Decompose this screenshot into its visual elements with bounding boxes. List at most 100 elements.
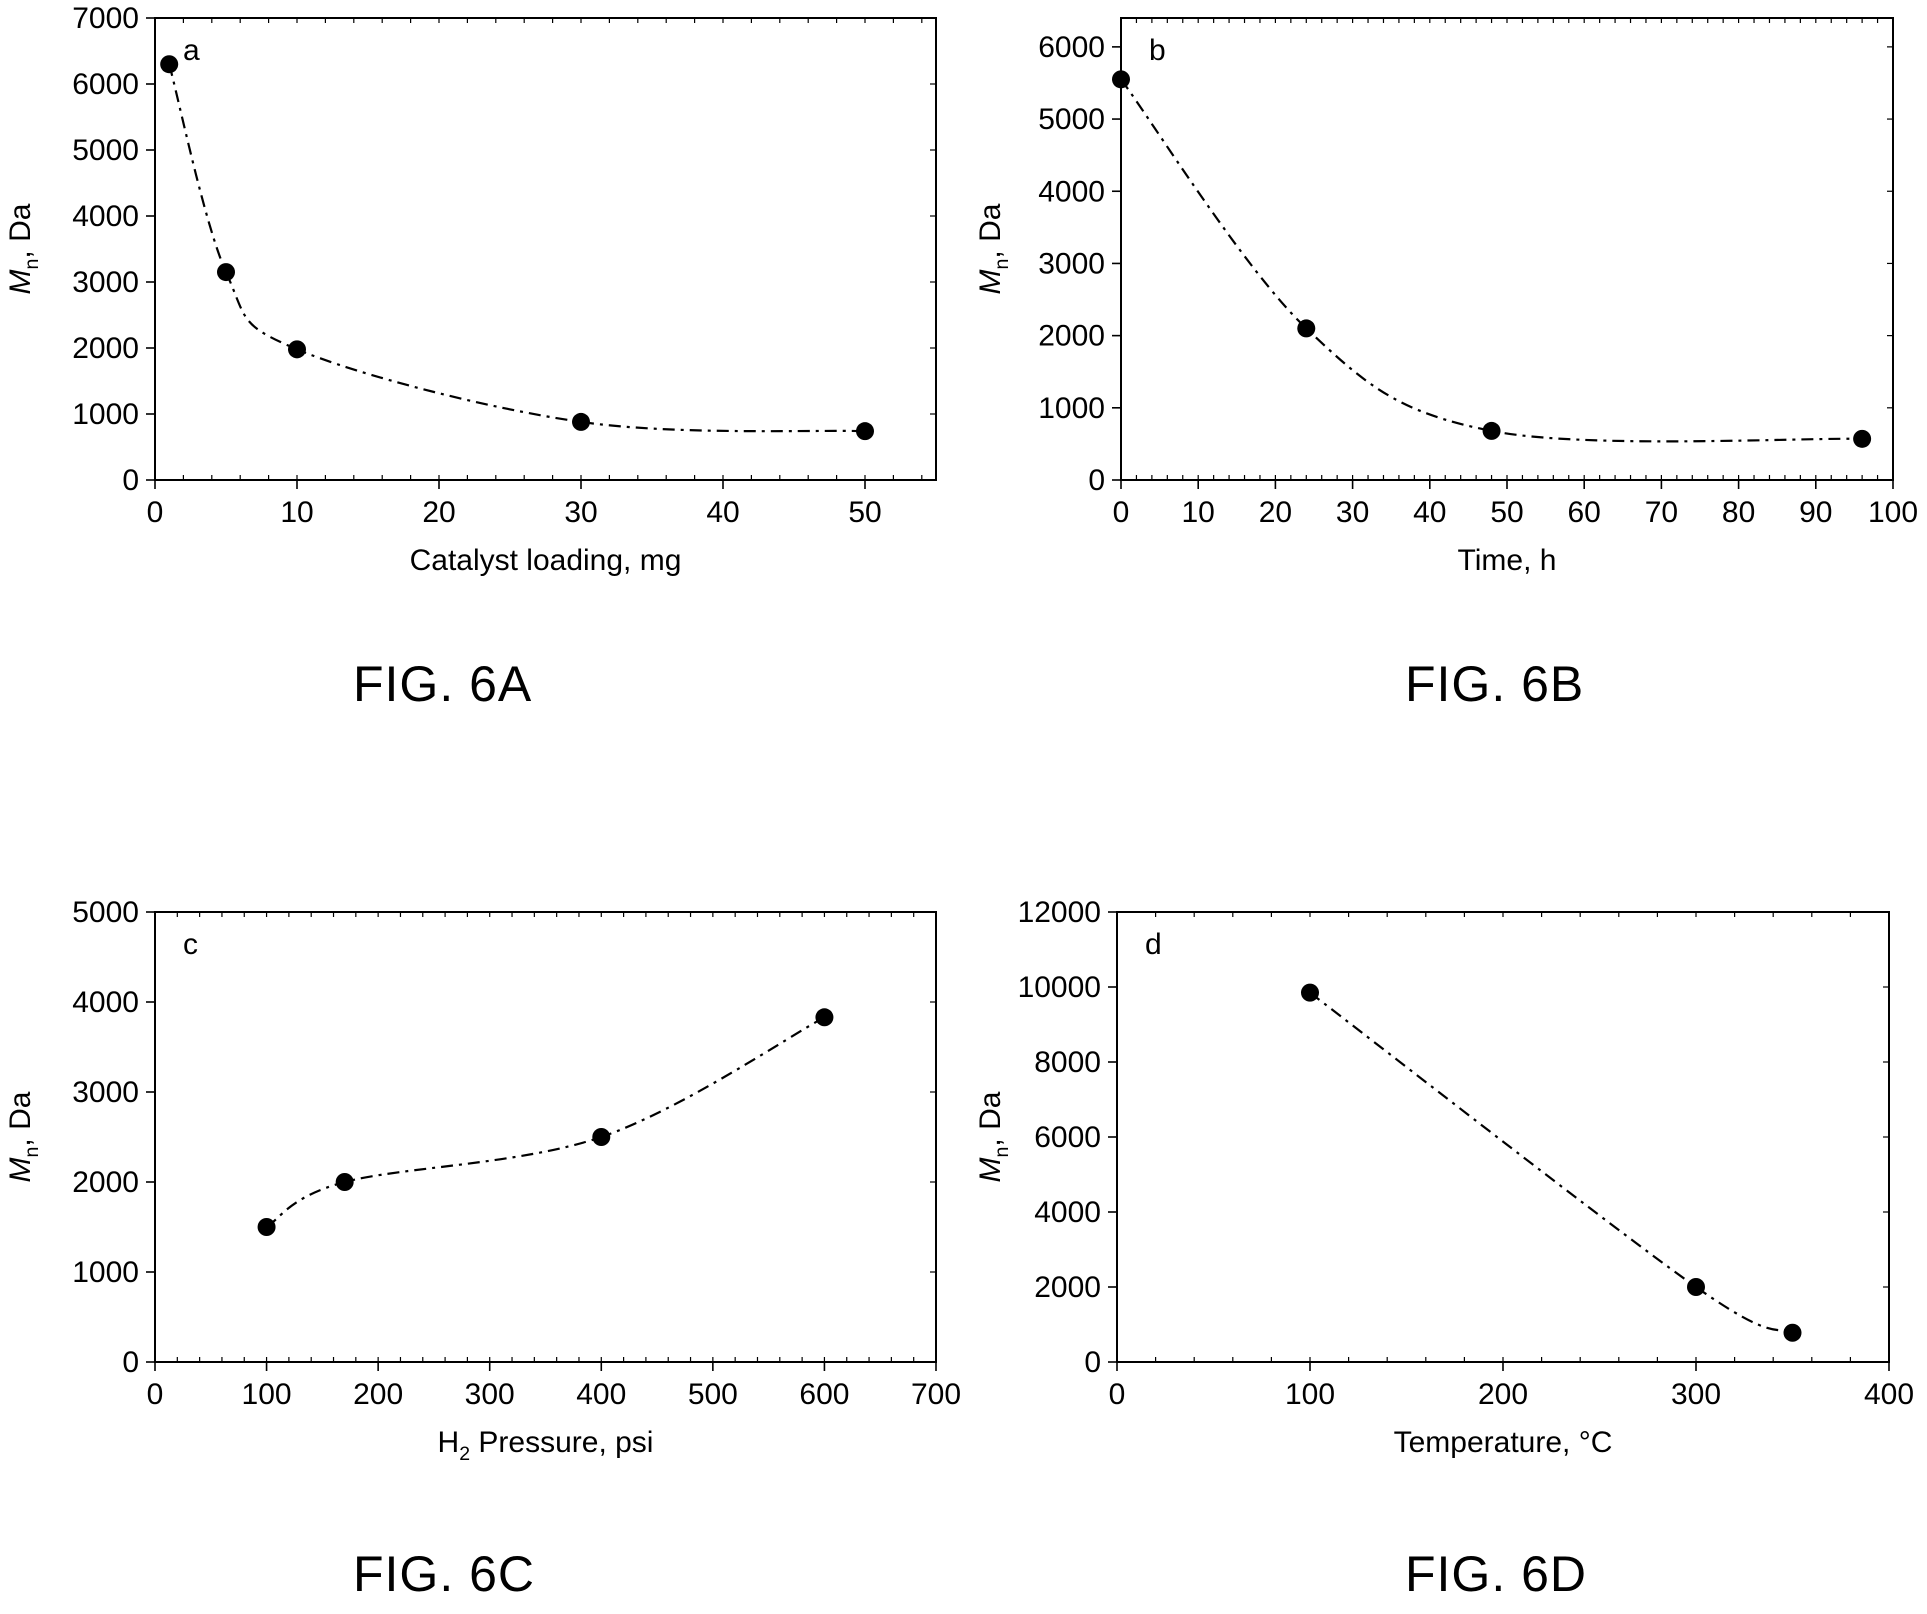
panel-label: b xyxy=(1149,34,1166,67)
data-point xyxy=(217,263,235,282)
x-tick-label: 40 xyxy=(1413,496,1446,529)
x-tick-label: 80 xyxy=(1722,496,1755,529)
x-tick-label: 400 xyxy=(576,1378,626,1411)
figure-caption-6c: FIG. 6C xyxy=(353,1546,536,1602)
series-line xyxy=(1309,991,1793,1334)
data-point xyxy=(1301,983,1319,1002)
y-axis-label: Mn, Da xyxy=(4,203,43,294)
data-point xyxy=(335,1173,354,1191)
y-tick-label: 3000 xyxy=(72,1076,139,1109)
x-axis-label: Catalyst loading, mg xyxy=(410,544,682,577)
series-line xyxy=(1120,78,1863,443)
x-tick-label: 200 xyxy=(1478,1378,1528,1411)
x-axis-label: H2 Pressure, psi xyxy=(438,1426,654,1465)
y-tick-label: 3000 xyxy=(1038,247,1105,280)
x-tick-label: 400 xyxy=(1864,1378,1914,1411)
x-tick-label: 30 xyxy=(1336,496,1369,529)
y-tick-label: 1000 xyxy=(1038,392,1105,425)
y-tick-label: 2000 xyxy=(72,332,139,365)
x-tick-label: 0 xyxy=(147,1378,164,1411)
y-tick-label: 6000 xyxy=(1038,31,1105,64)
data-point xyxy=(257,1218,276,1236)
x-tick-label: 50 xyxy=(848,496,881,529)
chart-panel-d: 0 100 200 300 400020004000600080001000012000… xyxy=(974,896,1914,1459)
data-point xyxy=(1687,1278,1705,1296)
y-tick-label: 4000 xyxy=(72,986,139,1019)
panel-label: a xyxy=(183,34,200,67)
y-tick-label: 6000 xyxy=(1034,1121,1101,1154)
chart-panel-a: 0 10 20 30 40 50 0 1000 2000 3000 4000 5000 6000 7000… xyxy=(4,2,937,577)
y-tick-label: 3000 xyxy=(72,266,139,299)
y-tick-label: 5000 xyxy=(1038,103,1105,136)
y-tick-label: 5000 xyxy=(72,896,139,929)
data-point xyxy=(815,1008,834,1027)
data-point xyxy=(1783,1323,1802,1342)
chart-panel-c: 0 100 200 300 400 500 600 700 0 1000 2000 3000 4000 5… xyxy=(4,896,961,1465)
y-tick-label: 2000 xyxy=(1038,320,1105,353)
x-tick-label: 40 xyxy=(706,496,739,529)
figure-caption-6a: FIG. 6A xyxy=(353,656,533,712)
x-tick-label: 20 xyxy=(1259,496,1292,529)
x-tick-label: 60 xyxy=(1568,496,1601,529)
plot-frame xyxy=(1116,911,1890,1363)
y-tick-label: 12000 xyxy=(1018,896,1101,929)
x-tick-label: 50 xyxy=(1490,496,1523,529)
x-tick-label: 20 xyxy=(422,496,455,529)
data-point xyxy=(1853,429,1872,448)
y-tick-label: 1000 xyxy=(72,1256,139,1289)
data-point xyxy=(572,412,590,431)
y-tick-label: 1000 xyxy=(72,398,139,431)
x-tick-label: 300 xyxy=(1671,1378,1721,1411)
x-tick-label: 90 xyxy=(1799,496,1832,529)
x-tick-label: 100 xyxy=(1285,1378,1335,1411)
panel-label: c xyxy=(183,928,198,961)
y-tick-label: 2000 xyxy=(1034,1271,1101,1304)
x-tick-label: 100 xyxy=(242,1378,292,1411)
figure-caption-6d: FIG. 6D xyxy=(1405,1546,1588,1602)
plot-frame xyxy=(154,17,937,481)
x-tick-label: 500 xyxy=(688,1378,738,1411)
y-tick-label: 7000 xyxy=(72,2,139,35)
x-tick-label: 700 xyxy=(911,1378,961,1411)
y-tick-label: 4000 xyxy=(1038,175,1105,208)
x-tick-label: 0 xyxy=(1109,1378,1126,1411)
x-tick-label: 30 xyxy=(564,496,597,529)
x-tick-label: 100 xyxy=(1868,496,1918,529)
x-axis-label: Temperature, °C xyxy=(1394,1426,1613,1459)
data-point xyxy=(1112,70,1130,89)
x-tick-label: 300 xyxy=(465,1378,515,1411)
y-tick-label: 2000 xyxy=(72,1166,139,1199)
y-tick-label: 8000 xyxy=(1034,1046,1101,1079)
series-line xyxy=(168,63,866,433)
figure-caption-6b: FIG. 6B xyxy=(1405,656,1585,712)
plot-frame xyxy=(154,911,937,1363)
y-tick-label: 10000 xyxy=(1018,971,1101,1004)
y-tick-label: 0 xyxy=(1088,464,1105,497)
x-tick-label: 70 xyxy=(1645,496,1678,529)
y-tick-label: 6000 xyxy=(72,68,139,101)
chart-panel-b: 0 10 20 30 40 50 60 70 80 90 100010002000300040005… xyxy=(974,17,1918,577)
y-tick-label: 0 xyxy=(122,464,139,497)
x-tick-label: 10 xyxy=(280,496,313,529)
y-axis-label: Mn, Da xyxy=(974,203,1013,294)
x-tick-label: 10 xyxy=(1182,496,1215,529)
y-tick-label: 0 xyxy=(1084,1346,1101,1379)
y-tick-label: 4000 xyxy=(1034,1196,1101,1229)
x-tick-label: 0 xyxy=(147,496,164,529)
y-axis-label: Mn, Da xyxy=(974,1091,1013,1182)
data-point xyxy=(1482,421,1501,440)
x-tick-label: 600 xyxy=(799,1378,849,1411)
x-tick-label: 200 xyxy=(353,1378,403,1411)
data-point xyxy=(592,1128,611,1146)
y-tick-label: 0 xyxy=(122,1346,139,1379)
panel-label: d xyxy=(1145,928,1162,961)
data-point xyxy=(288,340,306,359)
y-tick-label: 4000 xyxy=(72,200,139,233)
data-point xyxy=(856,422,874,441)
x-axis-label: Time, h xyxy=(1458,544,1557,577)
plot-frame xyxy=(1120,17,1894,481)
data-point xyxy=(160,55,179,74)
y-axis-label: Mn, Da xyxy=(4,1091,43,1182)
data-point xyxy=(1297,319,1316,338)
